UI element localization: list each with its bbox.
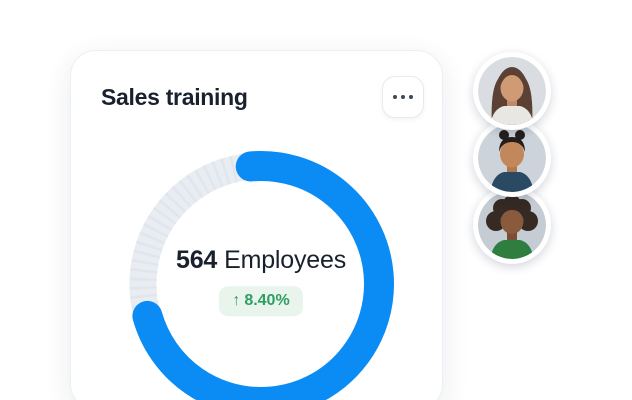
change-value: 8.40% [244, 292, 290, 310]
avatar-team-member-2[interactable] [473, 119, 551, 197]
card-menu-button[interactable] [382, 76, 424, 118]
card-title: Sales training [101, 83, 248, 110]
ellipsis-icon [393, 95, 397, 99]
avatar-team-member-3[interactable] [473, 186, 551, 264]
arrow-up-icon: ↑ [232, 292, 241, 310]
stat-line: 564 Employees [176, 246, 346, 275]
card-header: Sales training [101, 75, 424, 119]
stat-label: Employees [224, 246, 346, 275]
donut-progress-arc [128, 151, 394, 400]
sales-training-card: Sales training 564 Employees ↑ 8.40% [70, 50, 443, 400]
ellipsis-icon [409, 95, 413, 99]
change-badge: ↑ 8.40% [219, 286, 303, 317]
ellipsis-icon [401, 95, 405, 99]
donut-center-stat: 564 Employees ↑ 8.40% [176, 246, 346, 317]
stat-value: 564 [176, 246, 218, 275]
avatar-photo-woman-long-hair [478, 57, 546, 125]
avatar-stack [473, 52, 551, 264]
avatar-team-member-1[interactable] [473, 52, 551, 130]
donut-chart [128, 151, 394, 400]
avatar-photo-man-navy-shirt [478, 124, 546, 192]
avatar-photo-woman-curly-hair [478, 191, 546, 259]
